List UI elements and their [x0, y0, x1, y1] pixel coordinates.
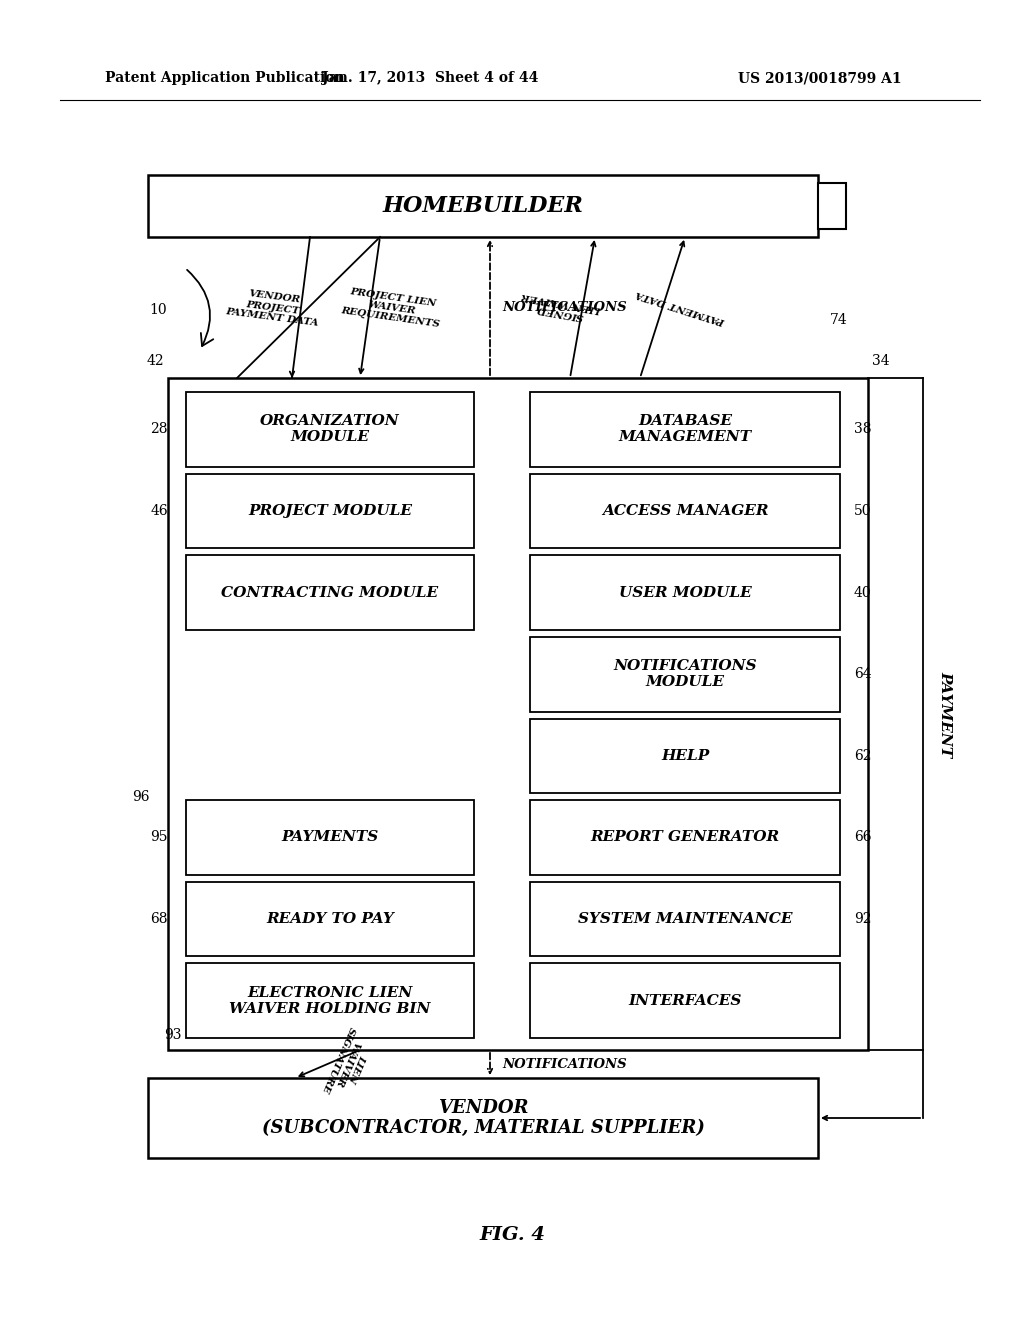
Bar [168, 378, 868, 1049]
Text: 38: 38 [854, 422, 871, 437]
Text: 34: 34 [872, 354, 890, 368]
Text: 46: 46 [151, 504, 168, 517]
Bar [530, 800, 840, 875]
Text: US 2013/0018799 A1: US 2013/0018799 A1 [738, 71, 902, 84]
Bar [530, 392, 840, 467]
Bar [186, 556, 474, 630]
FancyArrowPatch shape [187, 269, 213, 346]
Bar [186, 392, 474, 467]
Text: PROJECT LIEN
WAIVER
REQUIREMENTS: PROJECT LIEN WAIVER REQUIREMENTS [340, 285, 443, 329]
Text: CONTRACTING MODULE: CONTRACTING MODULE [221, 586, 438, 599]
Text: Jan. 17, 2013  Sheet 4 of 44: Jan. 17, 2013 Sheet 4 of 44 [322, 71, 539, 84]
Text: 10: 10 [150, 304, 167, 317]
Text: HELP: HELP [660, 748, 710, 763]
Text: PAYMENTS: PAYMENTS [282, 830, 379, 845]
Text: NOTIFICATIONS
MODULE: NOTIFICATIONS MODULE [613, 659, 757, 689]
Text: INTERFACES: INTERFACES [629, 994, 741, 1007]
Text: SYSTEM MAINTENANCE: SYSTEM MAINTENANCE [578, 912, 793, 927]
Text: ACCESS MANAGER: ACCESS MANAGER [602, 504, 768, 517]
Bar [186, 474, 474, 548]
Text: DATABASE
MANAGEMENT: DATABASE MANAGEMENT [618, 414, 752, 445]
Text: 50: 50 [854, 504, 871, 517]
Bar [186, 882, 474, 957]
Text: HOMEBUILDER: HOMEBUILDER [383, 195, 584, 216]
Text: REPORT GENERATOR: REPORT GENERATOR [591, 830, 779, 845]
Bar [530, 474, 840, 548]
Text: VENDOR
(SUBCONTRACTOR, MATERIAL SUPPLIER): VENDOR (SUBCONTRACTOR, MATERIAL SUPPLIER… [261, 1098, 705, 1138]
Bar [530, 636, 840, 711]
Text: PAYMENT: PAYMENT [938, 671, 952, 758]
Text: Patent Application Publication: Patent Application Publication [105, 71, 345, 84]
Text: 42: 42 [146, 354, 164, 368]
Text: PROJECT MODULE: PROJECT MODULE [248, 504, 412, 517]
Text: USER MODULE: USER MODULE [618, 586, 752, 599]
Text: NOTIFICATIONS: NOTIFICATIONS [502, 1057, 627, 1071]
Text: PAYMENT DATA: PAYMENT DATA [635, 289, 726, 326]
Text: 62: 62 [854, 748, 871, 763]
Text: 66: 66 [854, 830, 871, 845]
Text: LIEN
WAIVER
SIGNATURE: LIEN WAIVER SIGNATURE [319, 1026, 376, 1102]
Text: 92: 92 [854, 912, 871, 927]
Text: ELECTRONIC LIEN
WAIVER HOLDING BIN: ELECTRONIC LIEN WAIVER HOLDING BIN [229, 986, 431, 1016]
Text: 64: 64 [854, 667, 871, 681]
Text: 68: 68 [151, 912, 168, 927]
Text: 95: 95 [151, 830, 168, 845]
Bar [530, 556, 840, 630]
Bar [148, 176, 818, 238]
Text: READY TO PAY: READY TO PAY [266, 912, 394, 927]
Text: 93: 93 [165, 1028, 182, 1041]
Bar [530, 718, 840, 793]
Text: NOTIFICATIONS: NOTIFICATIONS [502, 301, 627, 314]
Text: 40: 40 [854, 586, 871, 599]
Bar [186, 964, 474, 1038]
Bar [148, 1078, 818, 1158]
Text: ORGANIZATION
MODULE: ORGANIZATION MODULE [260, 414, 400, 445]
Text: 74: 74 [830, 313, 848, 327]
Bar [186, 800, 474, 875]
Text: SIGNED
LIEN WAIVER: SIGNED LIEN WAIVER [519, 290, 602, 325]
Bar [530, 964, 840, 1038]
Text: 96: 96 [132, 789, 150, 804]
Text: 28: 28 [151, 422, 168, 437]
Bar [818, 183, 846, 228]
Text: VENDOR
PROJECT
PAYMENT DATA: VENDOR PROJECT PAYMENT DATA [224, 286, 322, 329]
Bar [530, 882, 840, 957]
Text: FIG. 4: FIG. 4 [479, 1226, 545, 1243]
